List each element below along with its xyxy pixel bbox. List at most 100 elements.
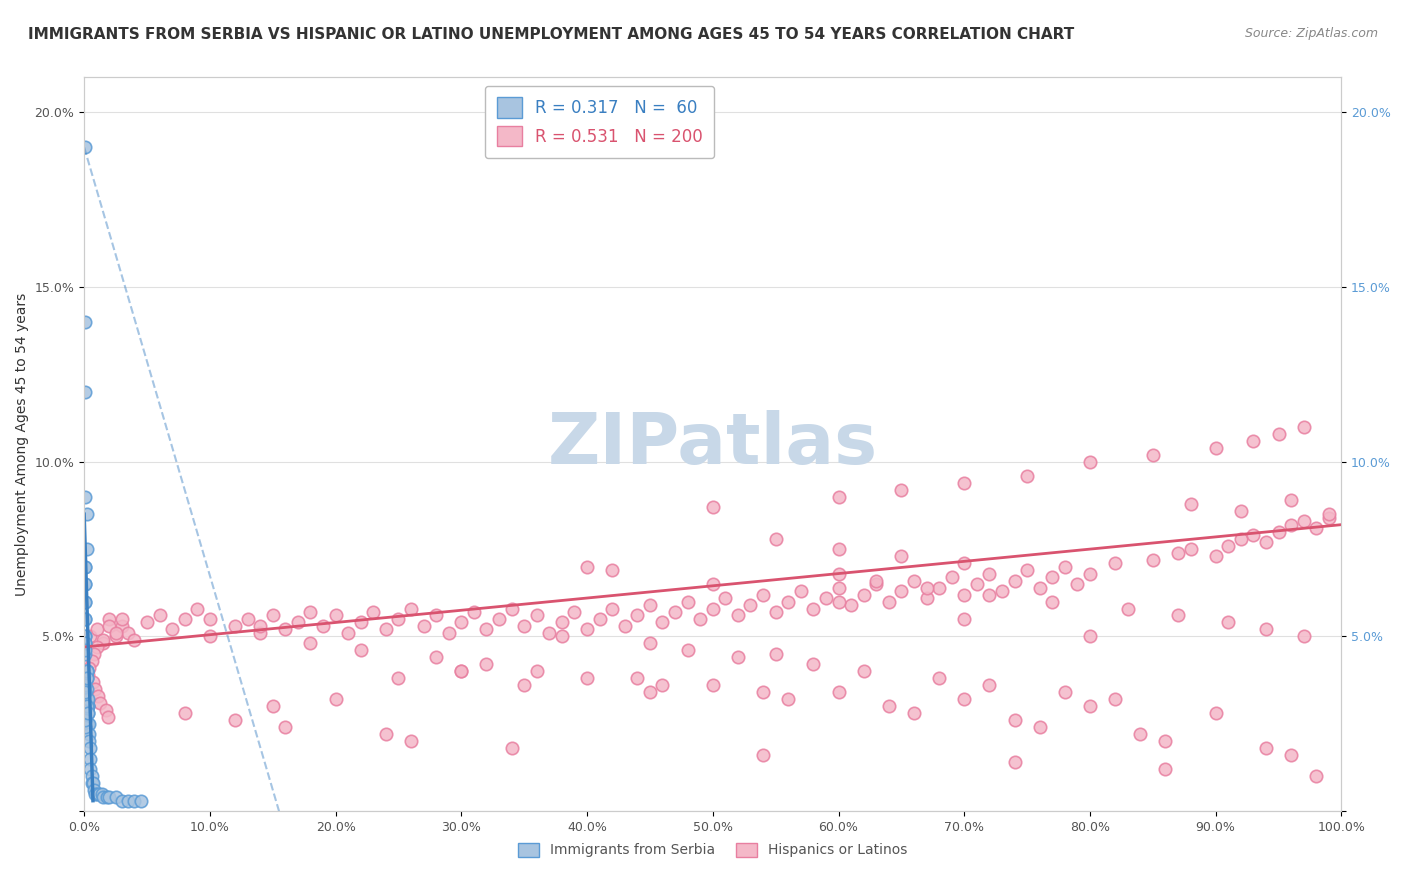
Point	[1154, 762, 1177, 776]
Point	[1267, 426, 1289, 441]
Point	[1254, 623, 1277, 637]
Point	[337, 626, 360, 640]
Point	[576, 672, 599, 686]
Point	[75, 384, 97, 399]
Point	[75, 612, 97, 626]
Point	[75, 315, 97, 329]
Point	[124, 794, 146, 808]
Point	[513, 619, 536, 633]
Point	[90, 787, 112, 801]
Point	[877, 594, 900, 608]
Point	[1078, 566, 1101, 581]
Point	[1104, 692, 1126, 706]
Point	[651, 615, 673, 630]
Point	[865, 574, 887, 588]
Point	[890, 549, 912, 563]
Point	[953, 588, 976, 602]
Point	[814, 591, 837, 605]
Point	[702, 577, 724, 591]
Point	[576, 559, 599, 574]
Point	[262, 699, 284, 714]
Point	[727, 650, 749, 665]
Point	[425, 650, 447, 665]
Point	[149, 608, 172, 623]
Point	[1028, 720, 1050, 734]
Point	[1292, 514, 1315, 528]
Point	[1004, 574, 1026, 588]
Point	[173, 612, 195, 626]
Point	[79, 741, 101, 756]
Point	[600, 601, 623, 615]
Point	[1142, 448, 1164, 462]
Point	[827, 490, 849, 504]
Point	[75, 678, 97, 692]
Point	[1004, 756, 1026, 770]
Point	[104, 626, 127, 640]
Point	[75, 594, 97, 608]
Point	[77, 668, 100, 682]
Point	[953, 692, 976, 706]
Point	[966, 577, 988, 591]
Point	[84, 787, 107, 801]
Point	[76, 692, 98, 706]
Point	[903, 574, 925, 588]
Point	[702, 678, 724, 692]
Point	[91, 632, 114, 647]
Point	[1104, 556, 1126, 570]
Point	[1017, 468, 1039, 483]
Point	[76, 681, 98, 696]
Point	[638, 685, 661, 699]
Point	[979, 678, 1001, 692]
Point	[852, 665, 875, 679]
Point	[186, 601, 208, 615]
Point	[224, 714, 246, 728]
Point	[1292, 630, 1315, 644]
Point	[111, 612, 134, 626]
Point	[82, 674, 104, 689]
Point	[111, 619, 134, 633]
Point	[727, 608, 749, 623]
Point	[928, 581, 950, 595]
Point	[136, 615, 159, 630]
Point	[77, 661, 100, 675]
Point	[1205, 706, 1227, 721]
Point	[915, 581, 938, 595]
Point	[76, 672, 98, 686]
Point	[676, 594, 699, 608]
Point	[299, 605, 322, 619]
Point	[1205, 441, 1227, 455]
Point	[501, 741, 523, 756]
Point	[77, 706, 100, 721]
Point	[160, 623, 183, 637]
Point	[75, 577, 97, 591]
Point	[1218, 615, 1240, 630]
Point	[98, 790, 121, 805]
Point	[425, 608, 447, 623]
Point	[953, 475, 976, 490]
Point	[84, 681, 107, 696]
Point	[1205, 549, 1227, 563]
Point	[86, 787, 108, 801]
Point	[1040, 594, 1063, 608]
Point	[1230, 504, 1253, 518]
Point	[551, 630, 574, 644]
Point	[827, 685, 849, 699]
Point	[651, 678, 673, 692]
Point	[75, 559, 97, 574]
Point	[80, 654, 103, 668]
Point	[1129, 727, 1152, 741]
Point	[75, 612, 97, 626]
Point	[1154, 734, 1177, 748]
Point	[236, 612, 259, 626]
Point	[979, 588, 1001, 602]
Point	[890, 483, 912, 497]
Point	[249, 619, 271, 633]
Text: Source: ZipAtlas.com: Source: ZipAtlas.com	[1244, 27, 1378, 40]
Point	[1317, 507, 1340, 521]
Point	[86, 623, 108, 637]
Point	[702, 500, 724, 515]
Point	[689, 612, 711, 626]
Point	[752, 588, 775, 602]
Point	[262, 608, 284, 623]
Point	[488, 612, 510, 626]
